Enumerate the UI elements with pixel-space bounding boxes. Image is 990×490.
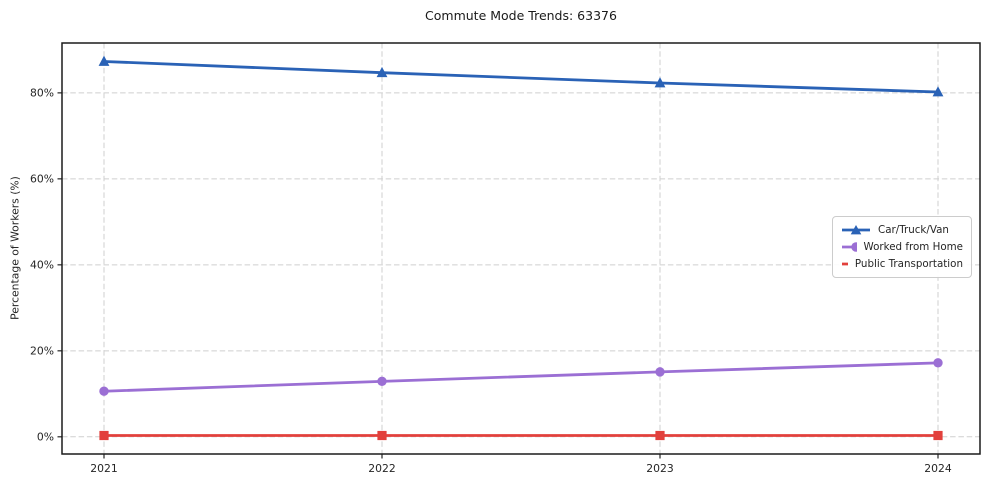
y-tick-label: 40% — [30, 259, 54, 272]
x-tick-label: 2021 — [90, 462, 117, 475]
series-line-car-truck-van — [102, 60, 940, 94]
y-axis-label: Percentage of Workers (%) — [8, 176, 22, 320]
x-tick-label: 2023 — [646, 462, 673, 475]
chart-title: Commute Mode Trends: 63376 — [425, 8, 617, 23]
marker-public-transportation — [655, 430, 665, 441]
marker-car-truck-van — [654, 77, 666, 88]
marker-car-truck-van — [932, 86, 944, 97]
marker-worked-from-home — [655, 367, 665, 377]
series-line-worked-from-home — [102, 361, 940, 393]
marker-public-transportation — [99, 430, 109, 441]
marker-public-transportation — [933, 430, 943, 441]
legend-item-worked-from-home: Worked from Home — [841, 239, 963, 255]
square-marker-icon — [842, 262, 848, 266]
y-tick-label: 80% — [30, 87, 54, 100]
x-tick-label: 2024 — [924, 462, 952, 475]
marker-car-truck-van — [376, 66, 388, 78]
legend-item-car-truck-van: Car/Truck/Van — [841, 222, 963, 238]
legend-label-car-truck-van: Car/Truck/Van — [878, 224, 949, 237]
marker-worked-from-home — [377, 376, 387, 387]
plot-border — [61, 42, 981, 455]
marker-worked-from-home — [933, 358, 943, 368]
y-tick-label: 60% — [30, 173, 54, 186]
marker-public-transportation — [377, 430, 387, 441]
marker-worked-from-home — [99, 386, 109, 396]
x-tick-label: 2022 — [368, 462, 395, 475]
marker-car-truck-van — [98, 55, 110, 66]
triangle-marker-icon — [842, 225, 870, 235]
legend-label-worked-from-home: Worked from Home — [863, 240, 964, 253]
legend: Car/Truck/Van Worked from Home Public Tr… — [832, 216, 972, 278]
circle-marker-icon — [842, 242, 857, 252]
y-tick-label: 20% — [30, 345, 54, 358]
legend-item-public-transportation: Public Transportation — [841, 256, 963, 272]
legend-label-public-transportation: Public Transportation — [854, 257, 963, 270]
y-tick-label: 0% — [37, 431, 54, 444]
